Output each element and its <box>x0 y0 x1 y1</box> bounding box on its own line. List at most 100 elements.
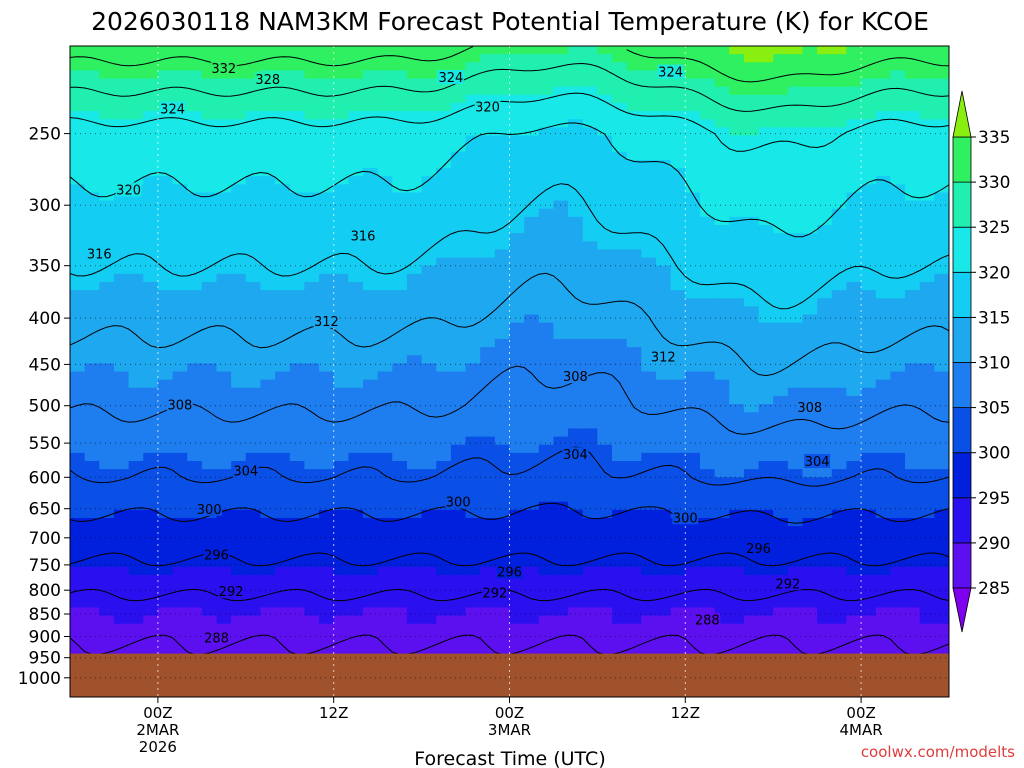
contour-label: 304 <box>805 455 830 470</box>
contour-label-bg <box>745 540 772 555</box>
y-tick-label: 950 <box>29 649 61 669</box>
contour-label: 288 <box>204 632 229 647</box>
x-tick-label: 2MAR <box>136 721 179 739</box>
colorbar-label: 330 <box>978 173 1010 193</box>
below-ground-area <box>70 653 949 697</box>
x-tick-label: 3MAR <box>488 721 531 739</box>
colorbar-max-arrow <box>952 90 972 138</box>
x-axis-label: Forecast Time (UTC) <box>414 748 605 768</box>
x-tick-label: 00Z <box>846 704 875 722</box>
colorbar-label: 305 <box>978 399 1010 419</box>
contour-label: 308 <box>167 399 192 414</box>
y-tick-label: 850 <box>29 605 61 625</box>
contour-label: 324 <box>438 71 463 86</box>
pressure-axis: 250 300 350 400 450 500 550 600 650 700 750 800 850 9… <box>18 125 70 689</box>
contour-label-bg <box>86 246 113 261</box>
contour-label-bg <box>796 400 823 415</box>
contour-label: 300 <box>446 496 471 511</box>
contour-label: 296 <box>497 566 522 581</box>
y-tick-label: 350 <box>29 257 61 277</box>
colorbar-label: 300 <box>978 444 1010 464</box>
contour-label: 304 <box>563 448 588 463</box>
contour-label-bg <box>350 228 376 243</box>
y-tick-label: 250 <box>29 125 61 145</box>
colorbar-label: 335 <box>978 128 1010 148</box>
colorbar-segment <box>952 316 972 363</box>
isoline-292 <box>70 588 949 602</box>
isoline-316 <box>70 183 949 310</box>
contour-label: 308 <box>563 370 588 385</box>
contour-label: 316 <box>87 247 112 262</box>
colorbar-segment <box>952 542 972 589</box>
y-tick-label: 1000 <box>18 669 61 689</box>
x-tick-label: 00Z <box>495 704 524 722</box>
grid-lines <box>70 46 949 697</box>
chart-title: 2026030118 NAM3KM Forecast Potential Tem… <box>91 7 929 36</box>
y-tick-label: 400 <box>29 309 61 329</box>
colorbar-min-arrow <box>952 587 972 633</box>
isoline-312 <box>70 272 949 377</box>
contour-label: 320 <box>475 101 500 116</box>
colorbar-label: 310 <box>978 354 1010 374</box>
contour-label: 316 <box>351 230 376 245</box>
colorbar-segment <box>952 407 972 454</box>
contour-label: 324 <box>160 102 185 117</box>
colorbar-segment <box>952 497 972 544</box>
contour-label: 288 <box>695 614 720 629</box>
colorbar-segment <box>952 136 972 183</box>
colorbar-segment <box>952 271 972 318</box>
contour-label-bg <box>218 584 245 599</box>
y-tick-label: 600 <box>29 468 61 488</box>
contour-label-bg <box>650 349 677 364</box>
x-tick-label: 2026 <box>139 738 177 756</box>
isoline-332 <box>70 46 949 83</box>
contour-label-bg <box>232 463 259 478</box>
isoline-308 <box>70 365 949 435</box>
y-tick-label: 550 <box>29 434 61 454</box>
contour-label-bg <box>254 71 281 86</box>
colorbar-segment <box>952 181 972 228</box>
contour-label-bg <box>774 576 801 591</box>
isoline-320 <box>70 122 949 238</box>
colorbar-segment <box>952 362 972 408</box>
y-tick-label: 450 <box>29 355 61 375</box>
x-tick-label: 00Z <box>143 704 172 722</box>
y-tick-label: 300 <box>29 196 61 216</box>
contour-label-bg <box>203 547 230 562</box>
y-tick-label: 900 <box>29 628 61 648</box>
contour-label-bg <box>437 70 464 84</box>
y-tick-label: 650 <box>29 500 61 520</box>
x-tick-label: 12Z <box>319 704 348 722</box>
colorbar-segment <box>952 226 972 273</box>
contour-label: 320 <box>116 184 141 199</box>
contour-label: 312 <box>314 315 339 330</box>
x-tick-label: 12Z <box>671 704 700 722</box>
contour-label: 300 <box>197 503 222 518</box>
contour-labels: 332 328 324 324 324 320 320 316 316 312 312 308 308 3… <box>86 60 831 647</box>
colorbar-segment <box>952 452 972 499</box>
contour-label: 328 <box>255 73 280 88</box>
contour-label: 312 <box>651 350 676 365</box>
x-tick-label: 4MAR <box>840 721 883 739</box>
contour-label-bg <box>481 585 508 600</box>
contour-label-bg <box>657 64 684 79</box>
contour-label-bg <box>562 447 589 462</box>
contour-label: 324 <box>658 66 683 81</box>
y-tick-label: 500 <box>29 397 61 417</box>
isoline-328 <box>70 62 949 112</box>
contour-label-bg <box>196 501 223 516</box>
colorbar-label: 290 <box>978 534 1010 554</box>
colorbar-label: 325 <box>978 218 1010 238</box>
contour-label-bg <box>562 369 589 384</box>
contour-label: 308 <box>797 401 822 416</box>
contour-label: 292 <box>482 587 507 602</box>
colorbar-label: 315 <box>978 308 1010 328</box>
contour-label-bg <box>115 182 142 197</box>
contour-label: 296 <box>746 542 771 557</box>
colorbar-label: 285 <box>978 579 1010 599</box>
contour-label-bg <box>804 454 831 468</box>
contour-label: 292 <box>775 577 800 592</box>
contour-label: 332 <box>211 62 236 77</box>
